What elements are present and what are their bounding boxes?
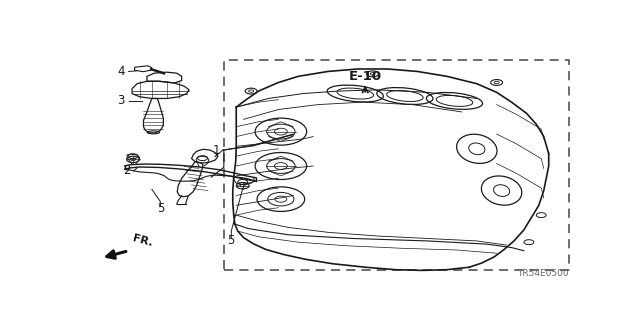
Text: 1: 1 — [212, 144, 220, 157]
Text: 3: 3 — [118, 94, 125, 108]
Text: 5: 5 — [157, 203, 164, 216]
Text: TR54E0500: TR54E0500 — [517, 269, 568, 278]
Text: 5: 5 — [228, 234, 235, 248]
Text: FR.: FR. — [131, 233, 154, 248]
Text: 2: 2 — [124, 164, 131, 177]
Text: 4: 4 — [117, 65, 125, 78]
Text: E-10: E-10 — [349, 70, 382, 83]
